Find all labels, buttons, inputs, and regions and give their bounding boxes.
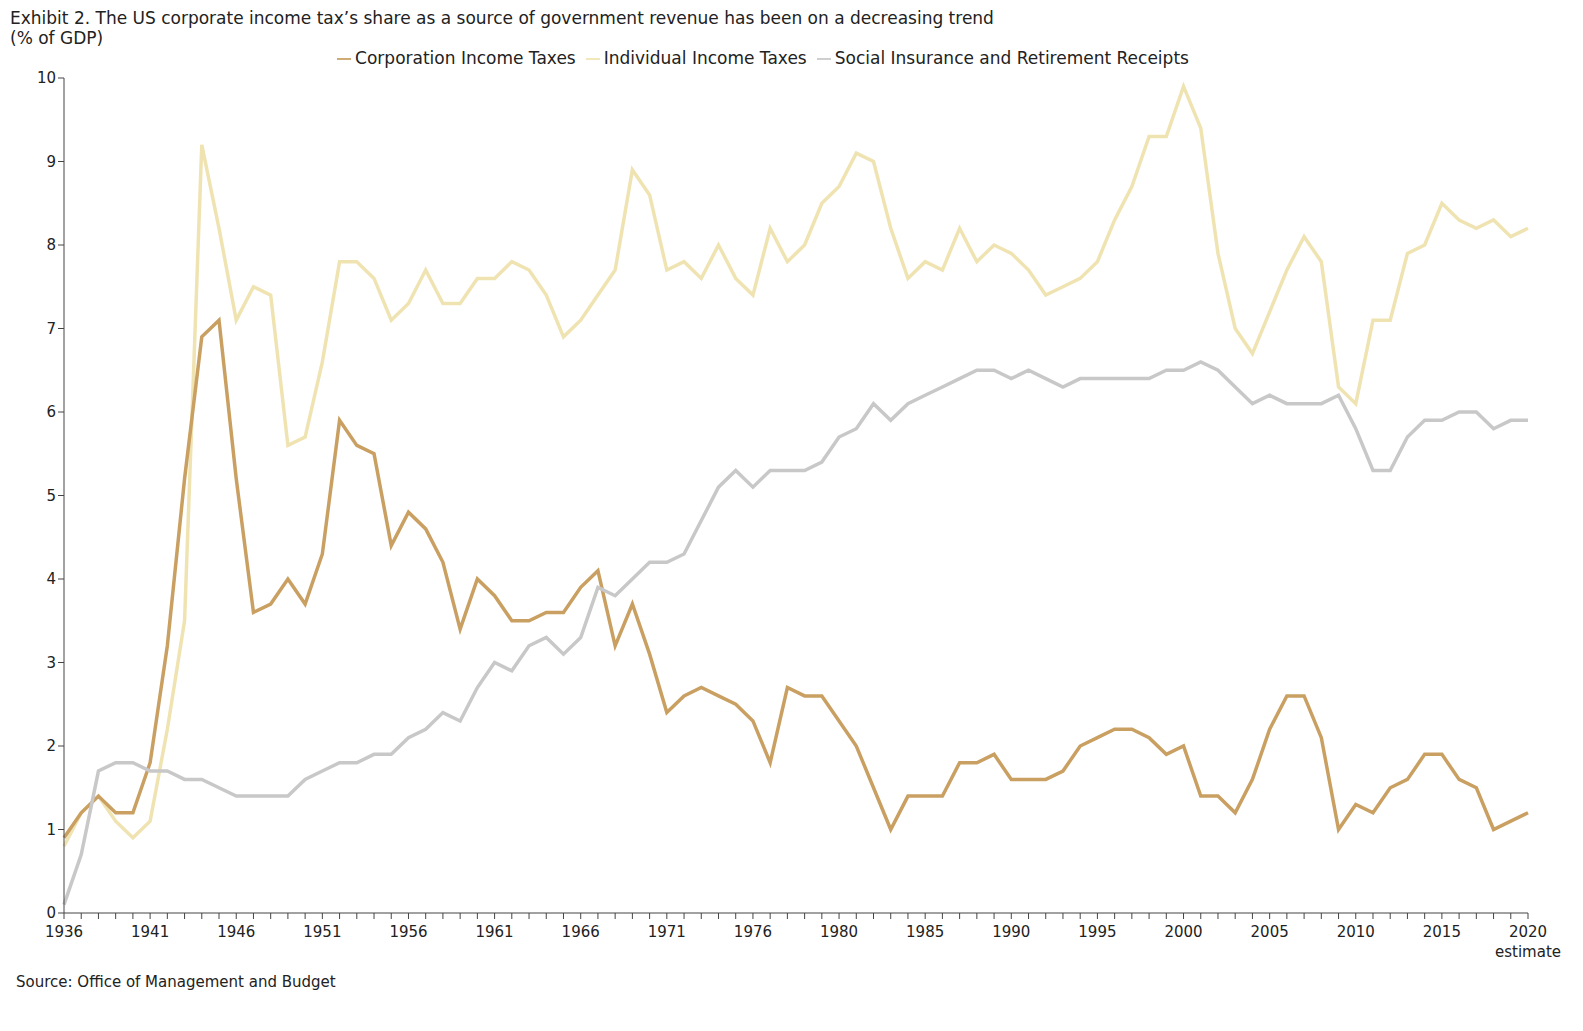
svg-text:1980: 1980 <box>820 923 858 941</box>
svg-text:0: 0 <box>46 904 56 922</box>
svg-text:10: 10 <box>37 69 56 87</box>
svg-text:1956: 1956 <box>389 923 427 941</box>
svg-text:4: 4 <box>46 570 56 588</box>
svg-text:1: 1 <box>46 821 56 839</box>
svg-text:1946: 1946 <box>217 923 255 941</box>
html-text:Social Insurance and Retiremen: Social Insurance and Retirement Receipts <box>834 48 1189 68</box>
svg-text:1976: 1976 <box>734 923 772 941</box>
svg-text:8: 8 <box>46 236 56 254</box>
html-text:Individual Income Taxes: Individual Income Taxes <box>603 48 807 68</box>
svg-text:1985: 1985 <box>906 923 944 941</box>
svg-text:1961: 1961 <box>475 923 513 941</box>
svg-text:2: 2 <box>46 737 56 755</box>
svg-text:2000: 2000 <box>1164 923 1202 941</box>
svg-text:estimate: estimate <box>1495 943 1561 961</box>
svg-text:2020: 2020 <box>1509 923 1547 941</box>
svg-text:6: 6 <box>46 403 56 421</box>
svg-text:1990: 1990 <box>992 923 1030 941</box>
svg-text:1971: 1971 <box>648 923 686 941</box>
html-text:Corporation Income Taxes: Corporation Income Taxes <box>355 48 576 68</box>
svg-text:1951: 1951 <box>303 923 341 941</box>
svg-text:3: 3 <box>46 654 56 672</box>
svg-text:1966: 1966 <box>562 923 600 941</box>
svg-text:1941: 1941 <box>131 923 169 941</box>
svg-text:1995: 1995 <box>1078 923 1116 941</box>
svg-text:7: 7 <box>46 320 56 338</box>
html-text:Exhibit 2. The US corporate in: Exhibit 2. The US corporate income tax’s… <box>10 8 994 28</box>
svg-text:2015: 2015 <box>1423 923 1461 941</box>
svg-text:2010: 2010 <box>1337 923 1375 941</box>
svg-text:1936: 1936 <box>45 923 83 941</box>
svg-text:5: 5 <box>46 487 56 505</box>
html-text:(% of GDP): (% of GDP) <box>10 28 104 48</box>
html-text:Source: Office of Management a: Source: Office of Management and Budget <box>16 973 336 991</box>
svg-text:2005: 2005 <box>1251 923 1289 941</box>
svg-text:9: 9 <box>46 153 56 171</box>
